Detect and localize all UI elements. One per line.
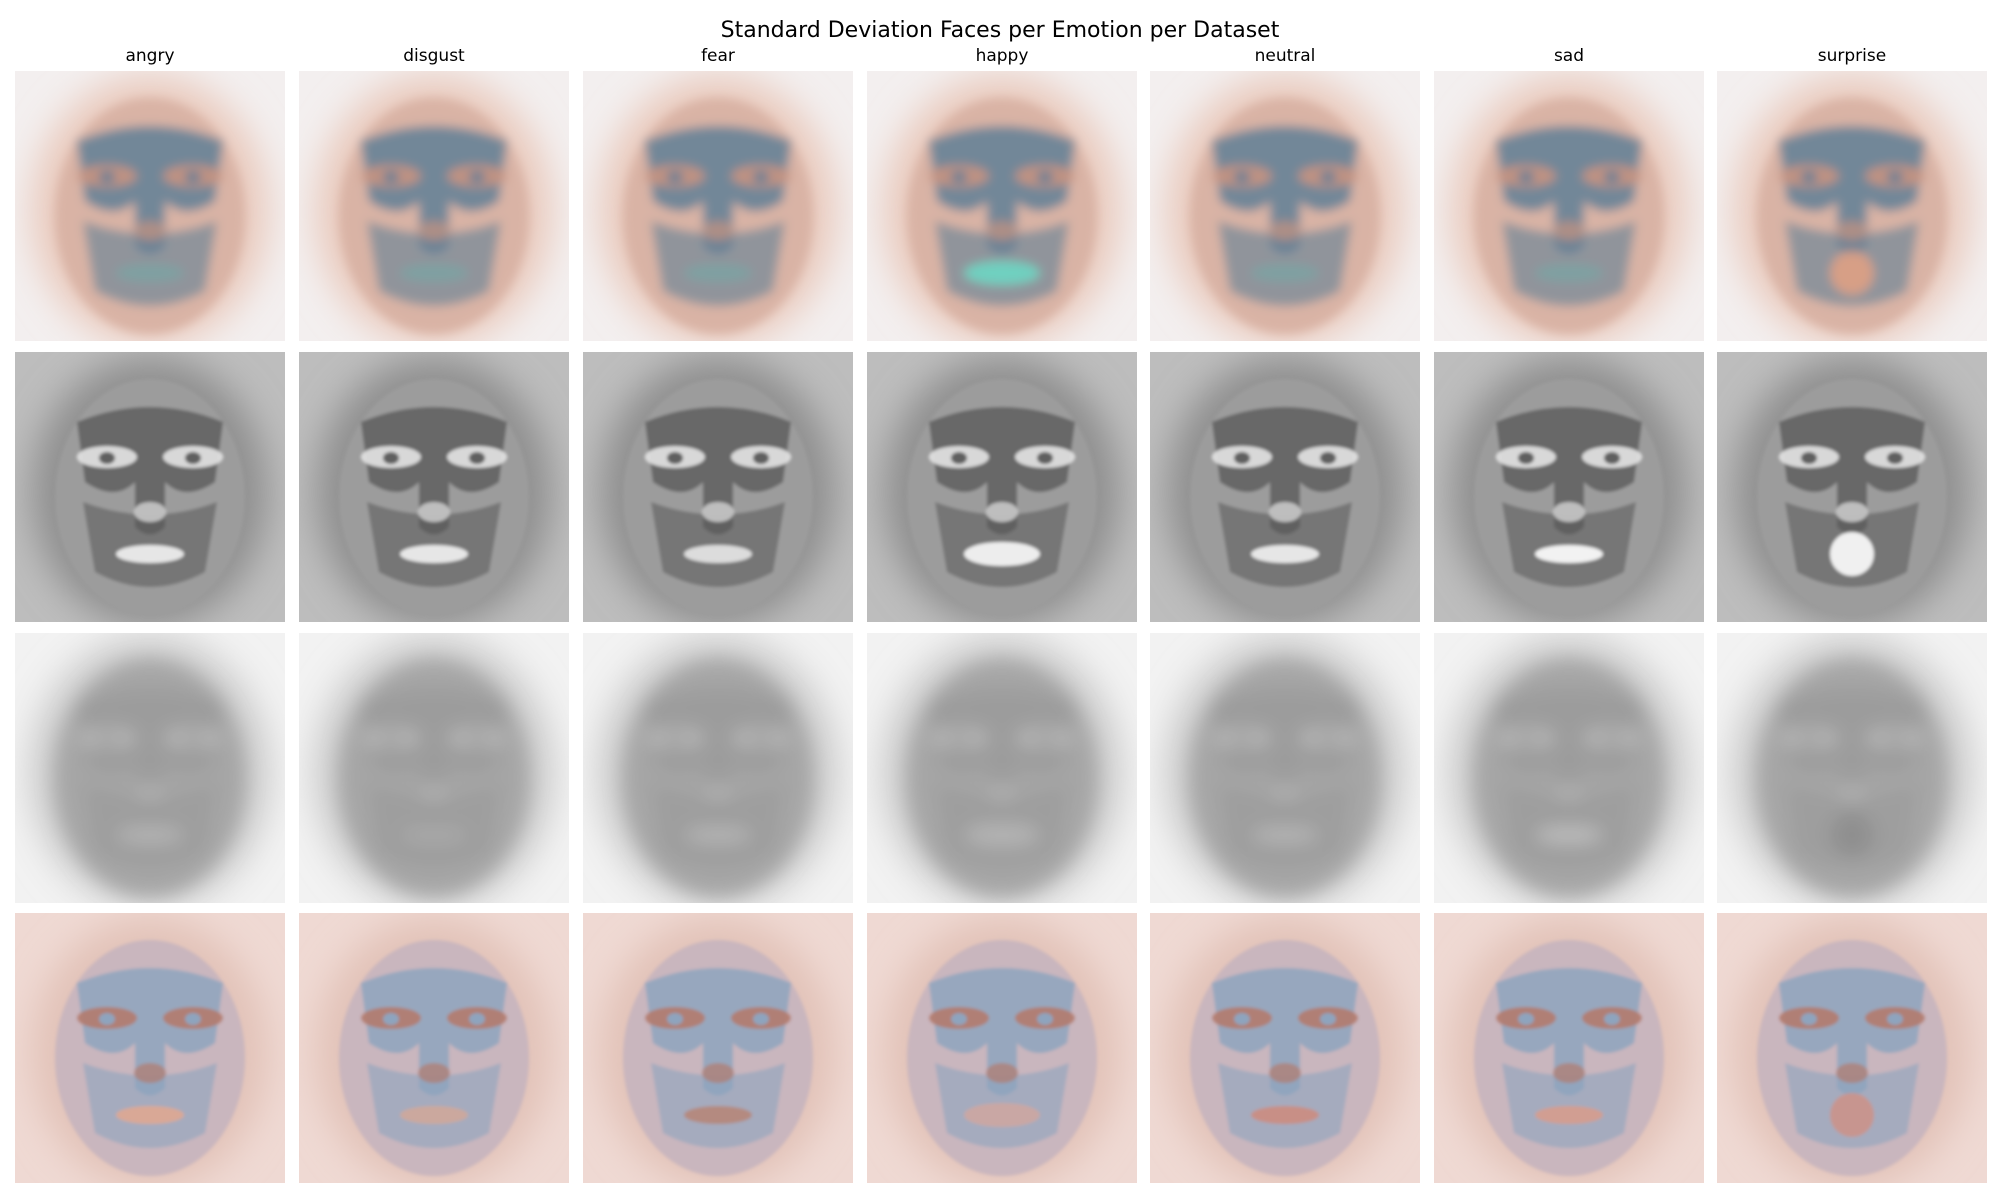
face-svg bbox=[583, 633, 853, 903]
face-svg bbox=[1717, 913, 1987, 1183]
face-svg bbox=[1434, 913, 1704, 1183]
face-svg bbox=[1434, 71, 1704, 341]
face-svg bbox=[1150, 633, 1420, 903]
face-image-row1-sad bbox=[1434, 71, 1704, 341]
face-image-row1-happy bbox=[867, 71, 1137, 341]
face-svg bbox=[1434, 633, 1704, 903]
face-svg bbox=[583, 352, 853, 622]
figure-title: Standard Deviation Faces per Emotion per… bbox=[720, 18, 1280, 43]
face-svg bbox=[867, 352, 1137, 622]
face-svg bbox=[583, 913, 853, 1183]
face-svg bbox=[15, 633, 285, 903]
face-image-row4-happy bbox=[867, 913, 1137, 1183]
face-image-row4-fear bbox=[583, 913, 853, 1183]
face-svg bbox=[15, 71, 285, 341]
face-image-row2-fear bbox=[583, 352, 853, 622]
face-image-row2-angry bbox=[15, 352, 285, 622]
column-label-sad: sad bbox=[1553, 46, 1585, 66]
face-image-row3-surprise bbox=[1717, 633, 1987, 903]
face-image-row4-disgust bbox=[299, 913, 569, 1183]
face-svg bbox=[15, 352, 285, 622]
face-image-row4-surprise bbox=[1717, 913, 1987, 1183]
face-svg bbox=[299, 913, 569, 1183]
column-label-neutral: neutral bbox=[1254, 46, 1316, 66]
face-image-row2-disgust bbox=[299, 352, 569, 622]
column-label-fear: fear bbox=[701, 46, 735, 66]
face-image-row1-disgust bbox=[299, 71, 569, 341]
face-image-row4-sad bbox=[1434, 913, 1704, 1183]
column-label-angry: angry bbox=[125, 46, 175, 66]
face-svg bbox=[299, 352, 569, 622]
face-svg bbox=[1150, 71, 1420, 341]
face-svg bbox=[1150, 352, 1420, 622]
face-svg bbox=[299, 71, 569, 341]
face-svg bbox=[1717, 633, 1987, 903]
face-image-row2-sad bbox=[1434, 352, 1704, 622]
face-image-row3-sad bbox=[1434, 633, 1704, 903]
face-image-row3-disgust bbox=[299, 633, 569, 903]
face-svg bbox=[867, 71, 1137, 341]
face-image-row2-neutral bbox=[1150, 352, 1420, 622]
face-image-row4-neutral bbox=[1150, 913, 1420, 1183]
face-svg bbox=[1150, 913, 1420, 1183]
face-image-row1-fear bbox=[583, 71, 853, 341]
face-svg bbox=[1717, 352, 1987, 622]
column-label-surprise: surprise bbox=[1817, 46, 1887, 66]
face-image-row3-neutral bbox=[1150, 633, 1420, 903]
column-label-disgust: disgust bbox=[403, 46, 465, 66]
face-image-row2-happy bbox=[867, 352, 1137, 622]
face-svg bbox=[867, 913, 1137, 1183]
face-image-row3-fear bbox=[583, 633, 853, 903]
face-image-row3-angry bbox=[15, 633, 285, 903]
face-svg bbox=[583, 71, 853, 341]
column-label-happy: happy bbox=[975, 46, 1029, 66]
face-image-row3-happy bbox=[867, 633, 1137, 903]
face-image-row2-surprise bbox=[1717, 352, 1987, 622]
face-svg bbox=[15, 913, 285, 1183]
face-image-row1-neutral bbox=[1150, 71, 1420, 341]
face-image-row1-surprise bbox=[1717, 71, 1987, 341]
face-svg bbox=[299, 633, 569, 903]
face-svg bbox=[1434, 352, 1704, 622]
face-image-row4-angry bbox=[15, 913, 285, 1183]
face-svg bbox=[1717, 71, 1987, 341]
face-image-row1-angry bbox=[15, 71, 285, 341]
face-svg bbox=[867, 633, 1137, 903]
